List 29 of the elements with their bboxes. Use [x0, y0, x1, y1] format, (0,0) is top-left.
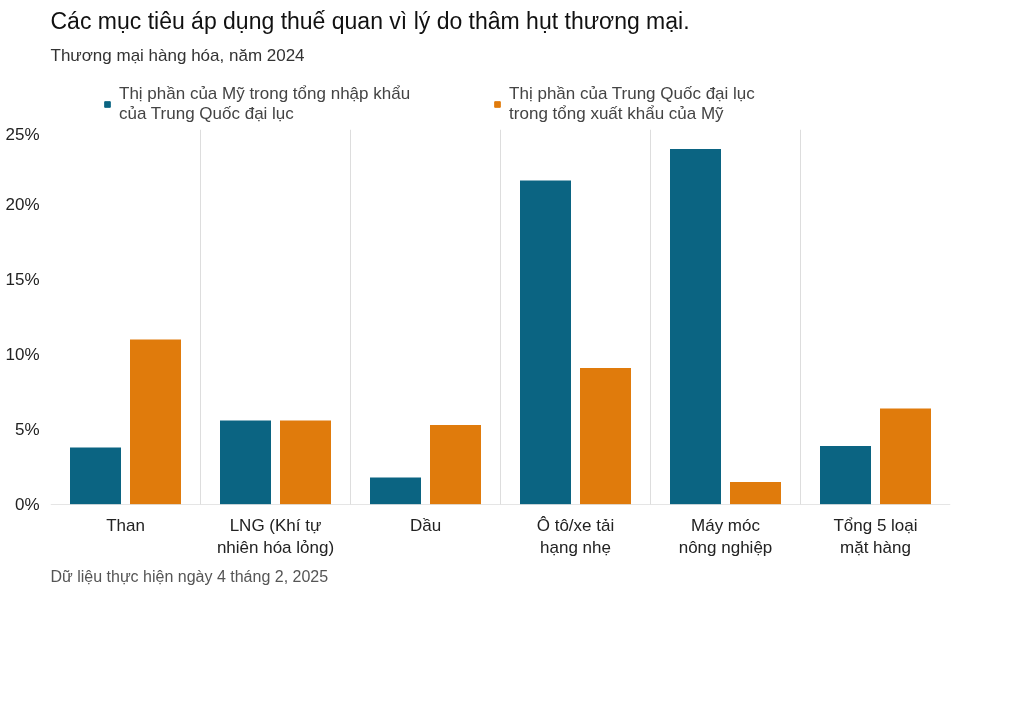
bar — [730, 482, 781, 505]
bar — [520, 180, 571, 505]
x-tick-label: Ô tô/xe tải hạng nhẹ — [536, 515, 615, 558]
bar — [430, 425, 481, 505]
y-tick-label: 25% — [5, 124, 40, 144]
bar — [580, 368, 631, 505]
bar — [280, 420, 331, 505]
bar — [820, 446, 871, 505]
y-tick-label: 20% — [5, 195, 40, 214]
y-tick-label: 5% — [14, 420, 40, 439]
text: Dữ liệu thực hiện ngày 4 tháng 2, 2025 — [50, 567, 329, 585]
legend-label: Thị phần của Mỹ trong tổng nhập khẩu của Trung Quốc đại lục — [119, 84, 411, 124]
bar — [130, 339, 181, 505]
y-tick-label: 10% — [5, 345, 40, 364]
x-tick-label: Tổng 5 loại mặt hàng — [833, 515, 918, 558]
chart-title: Các mục tiêu áp dụng thuế quan vì lý do thâm hụt thương mại. — [50, 7, 690, 34]
x-tick-label: Dầu — [409, 515, 442, 535]
y-tick-label: 15% — [5, 270, 40, 289]
bar — [880, 408, 931, 505]
chart-subtitle: Thương mại hàng hóa, năm 2024 — [50, 45, 305, 65]
bar — [220, 420, 271, 505]
x-tick-label: Máy móc nông nghiệp — [678, 515, 773, 558]
x-tick-label: LNG (Khí tự nhiên hóa lỏng) — [216, 515, 335, 558]
bar — [70, 447, 121, 505]
legend-label: Thị phần của Trung Quốc đại lục trong tổng xuất khẩu của Mỹ — [509, 84, 755, 124]
bar — [370, 477, 421, 505]
bar — [670, 149, 721, 505]
y-tick-label: 0% — [14, 495, 40, 514]
x-tick-label: Than — [106, 515, 145, 535]
